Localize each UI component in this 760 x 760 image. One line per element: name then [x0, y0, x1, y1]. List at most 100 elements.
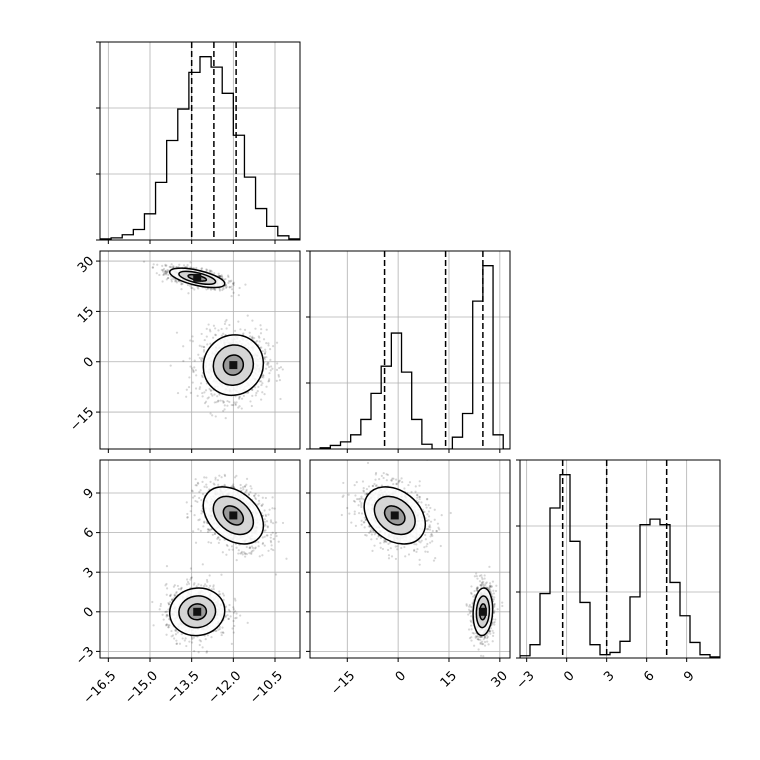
sample-point: [213, 532, 217, 536]
sample-point: [279, 397, 282, 401]
sample-point: [178, 642, 182, 645]
sample-point: [470, 591, 473, 595]
sample-point: [235, 546, 238, 549]
sample-point: [224, 417, 227, 420]
sample-point: [232, 611, 236, 614]
density-peak: [229, 511, 238, 520]
sample-point: [219, 399, 222, 402]
sample-point: [264, 514, 268, 518]
sample-point: [189, 391, 192, 394]
sample-point: [225, 327, 228, 330]
sample-point: [180, 282, 183, 285]
sample-point: [238, 396, 241, 399]
sample-point: [208, 488, 211, 491]
sample-point: [481, 578, 484, 581]
sample-point: [242, 394, 245, 397]
sample-point: [265, 520, 269, 523]
sample-point: [240, 552, 243, 555]
sample-point: [470, 610, 473, 613]
sample-point: [274, 573, 278, 576]
sample-point: [194, 484, 197, 487]
sample-point: [152, 624, 155, 627]
sample-point: [278, 366, 281, 370]
sample-point: [230, 288, 234, 291]
sample-point: [190, 636, 194, 639]
sample-point: [235, 474, 238, 477]
sample-point: [167, 626, 170, 629]
sample-point: [192, 370, 195, 374]
sample-point: [222, 287, 225, 290]
x-tick-label: −12.0: [206, 668, 245, 707]
sample-point: [268, 508, 271, 511]
sample-point: [163, 272, 166, 275]
sample-point: [227, 275, 230, 279]
sample-point: [489, 589, 492, 592]
panel-frame: [309, 250, 511, 450]
y-tick-label: 15: [75, 304, 97, 326]
sample-point: [275, 521, 278, 524]
sample-point: [165, 273, 168, 276]
sample-point: [205, 268, 209, 271]
sample-point: [479, 584, 482, 587]
sample-point: [251, 550, 254, 553]
sample-point: [167, 608, 170, 611]
y-tick-label: 0: [81, 604, 97, 620]
sample-point: [267, 513, 270, 516]
sample-point: [173, 584, 176, 587]
sample-point: [210, 392, 213, 396]
sample-point: [207, 541, 210, 544]
sample-point: [470, 615, 473, 618]
x-tick-label: −16.5: [81, 668, 120, 707]
sample-point: [476, 586, 479, 589]
y-tick-label: 6: [81, 525, 97, 541]
sample-point: [467, 613, 470, 616]
sample-point: [263, 509, 266, 512]
sample-point: [252, 549, 255, 552]
sample-point: [201, 646, 204, 649]
sample-point: [473, 594, 476, 597]
sample-point: [210, 528, 213, 531]
sample-point: [249, 490, 252, 494]
sample-point: [476, 587, 479, 590]
sample-point: [201, 480, 204, 483]
sample-point: [204, 637, 207, 641]
sample-point: [231, 627, 234, 630]
sample-point: [485, 634, 488, 637]
sample-point: [250, 552, 253, 555]
sample-point: [261, 503, 264, 506]
density-peak: [229, 361, 238, 370]
sample-point: [278, 379, 282, 382]
sample-point: [487, 587, 490, 591]
sample-point: [243, 552, 247, 555]
sample-point: [220, 274, 223, 277]
sample-point: [491, 634, 495, 637]
sample-point: [190, 286, 193, 289]
sample-point: [200, 332, 203, 336]
sample-point: [491, 629, 494, 632]
sample-point: [229, 615, 232, 618]
sample-point: [474, 636, 477, 639]
sample-point: [269, 541, 273, 544]
sample-point: [233, 401, 236, 404]
sample-point: [192, 530, 195, 533]
sample-point: [245, 477, 249, 480]
sample-point: [195, 374, 198, 377]
sample-point: [480, 584, 483, 587]
sample-point: [276, 362, 279, 365]
sample-point: [244, 283, 247, 286]
sample-point: [200, 267, 204, 270]
sample-point: [212, 585, 215, 588]
sample-point: [164, 272, 167, 275]
sample-point: [255, 391, 258, 395]
sample-point: [237, 320, 240, 323]
sample-point: [473, 575, 476, 578]
sample-point: [199, 529, 202, 532]
sample-point: [479, 638, 482, 641]
sample-point: [270, 521, 273, 524]
sample-point: [178, 263, 181, 266]
sample-point: [216, 395, 219, 398]
sample-point: [254, 497, 258, 501]
sample-point: [206, 580, 209, 583]
sample-point: [494, 589, 498, 593]
